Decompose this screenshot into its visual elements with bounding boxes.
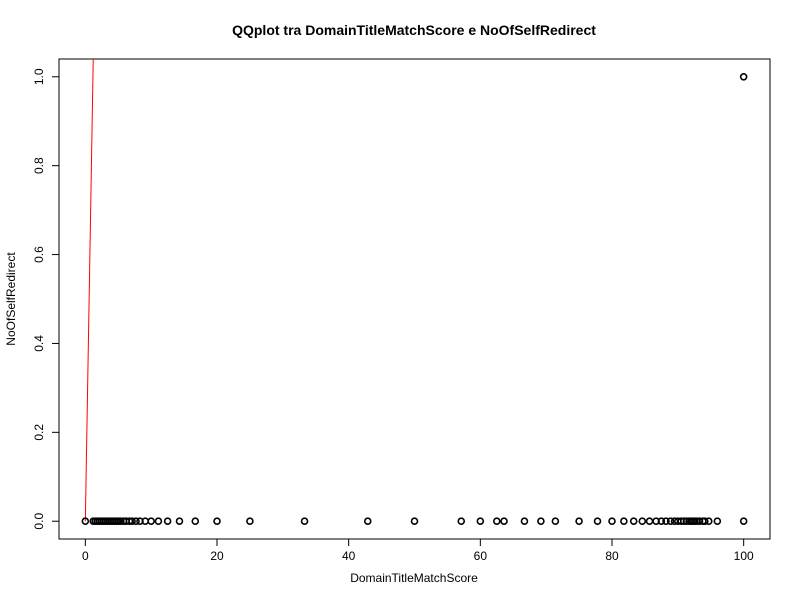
data-point <box>645 517 654 526</box>
data-point <box>575 517 583 526</box>
y-tick-label: 1.0 <box>32 68 46 85</box>
data-point <box>739 72 748 81</box>
data-point <box>132 517 140 526</box>
data-point <box>629 517 638 526</box>
data-point <box>662 517 670 526</box>
data-point <box>81 517 90 526</box>
data-point <box>713 517 722 526</box>
reference-line-group <box>84 58 94 522</box>
data-point <box>147 517 155 526</box>
y-tick-label: 0.0 <box>32 513 46 530</box>
x-tick-label: 0 <box>82 549 89 563</box>
data-point <box>593 517 602 526</box>
data-point <box>704 517 713 526</box>
chart-title: QQplot tra DomainTitleMatchScore e NoOfS… <box>232 22 596 38</box>
data-point <box>154 517 163 526</box>
data-point <box>246 517 254 526</box>
data-point <box>620 517 628 526</box>
data-point <box>520 517 529 526</box>
data-point <box>128 517 136 526</box>
data-point <box>500 517 508 526</box>
x-axis-label: DomainTitleMatchScore <box>350 571 478 585</box>
x-tick-label: 80 <box>605 549 619 563</box>
x-tick-label: 20 <box>210 549 224 563</box>
data-point <box>551 517 560 526</box>
data-point <box>163 517 172 526</box>
data-point <box>739 517 748 526</box>
y-axis-label: NoOfSelfRedirect <box>4 252 18 346</box>
y-tick-label: 0.8 <box>32 157 46 174</box>
qq-reference-line <box>84 58 94 522</box>
data-point <box>666 517 675 526</box>
data-point <box>657 517 666 526</box>
y-axis: 0.0 0.2 0.4 0.6 0.8 1.0 <box>32 68 60 530</box>
data-point <box>191 517 200 526</box>
x-tick-label: 40 <box>342 549 356 563</box>
plot-frame <box>58 58 771 540</box>
y-tick-label: 0.2 <box>32 424 46 441</box>
data-point <box>457 517 466 526</box>
data-point <box>175 517 184 526</box>
data-point <box>300 517 309 526</box>
data-point <box>363 517 372 526</box>
data-point <box>492 517 501 526</box>
x-tick-label: 100 <box>734 549 754 563</box>
data-point <box>701 517 709 526</box>
y-tick-label: 0.4 <box>32 335 46 352</box>
data-points <box>81 72 748 526</box>
data-point <box>638 517 647 526</box>
data-point <box>410 517 419 526</box>
data-point <box>213 517 221 526</box>
y-tick-label: 0.6 <box>32 246 46 263</box>
x-axis: 0 20 40 60 80 100 <box>82 538 754 563</box>
data-point <box>608 517 616 526</box>
data-point <box>537 517 545 526</box>
data-point <box>476 517 485 526</box>
x-tick-label: 60 <box>474 549 488 563</box>
